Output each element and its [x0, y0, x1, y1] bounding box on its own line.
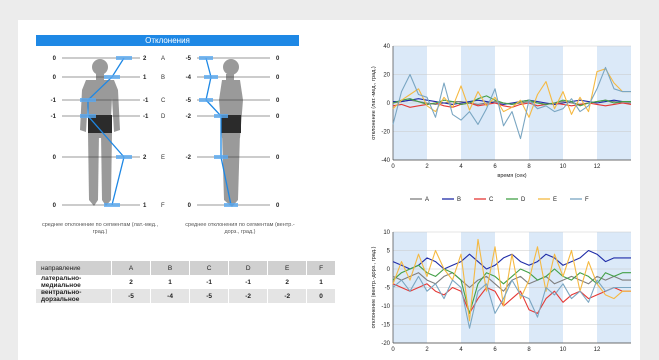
legend-label-B: B	[457, 197, 461, 203]
table-cell: -2	[267, 289, 308, 303]
table-cell: -5	[111, 289, 152, 303]
x-tick-label: 2	[425, 347, 429, 353]
x-axis-label: время (сек)	[497, 173, 526, 179]
x-tick-label: 4	[459, 347, 463, 353]
legend-label-E: E	[553, 197, 557, 203]
y-tick-label: -10	[381, 304, 390, 310]
lateral-deviation-chart: -40 -20 0 20 40 0 2 4 6 8 10 12 отклонение (лат.-мед…	[371, 44, 632, 179]
x-tick-label: 0	[391, 347, 395, 353]
table-cell: 1	[150, 275, 191, 289]
series-line-D	[392, 264, 631, 314]
panel-title: Отклонения	[36, 35, 299, 46]
table-cell: 2	[111, 275, 152, 289]
table-header-row: направление A B C D E F	[36, 261, 336, 275]
x-tick-label: 6	[493, 347, 497, 353]
y-tick-label: -40	[381, 158, 390, 164]
table-cell: -1	[228, 275, 269, 289]
x-tick-label: 8	[527, 164, 531, 170]
legend-label-A: A	[425, 197, 429, 203]
y-tick-label: 5	[387, 249, 391, 255]
y-tick-label: -15	[381, 323, 390, 329]
series-line-F	[392, 66, 631, 140]
series-line-B	[392, 249, 631, 270]
series-line-C	[392, 283, 631, 314]
x-tick-label: 4	[459, 164, 463, 170]
x-tick-label: 10	[560, 347, 567, 353]
y-axis-label: отклонение (вентр.-дорз., град.)	[371, 246, 377, 328]
table-cell: 1	[306, 275, 336, 289]
table-header-cell: E	[267, 261, 308, 275]
y-tick-label: -5	[385, 286, 391, 292]
x-tick-label: 10	[560, 164, 567, 170]
y-tick-label: 0	[387, 267, 391, 273]
table-row: латерально-медиальное 2 1 -1 -1 2 1	[36, 275, 336, 289]
ventral-deviation-chart: -20 -15 -10 -5 0 5 10 0 2 4 6 8 10 12 отклонение (вент…	[371, 230, 631, 353]
y-tick-label: -20	[381, 341, 390, 347]
x-tick-label: 12	[594, 164, 601, 170]
table-cell: -5	[189, 289, 230, 303]
y-tick-label: 10	[383, 230, 390, 236]
y-axis-label: отклонение (лат.-мед., град.)	[371, 66, 377, 140]
y-tick-label: 20	[383, 73, 390, 79]
x-tick-label: 2	[425, 164, 429, 170]
x-tick-label: 6	[493, 164, 497, 170]
series-line-D	[392, 95, 631, 107]
table-row: вентрально-дорзальное -5 -4 -5 -2 -2 0	[36, 289, 336, 303]
x-tick-label: 8	[527, 347, 531, 353]
chart-legend: A B C D E F	[410, 197, 589, 203]
table-header-cell: F	[306, 261, 336, 275]
table-header-cell: D	[228, 261, 269, 275]
x-tick-label: 0	[391, 164, 395, 170]
table-cell: -2	[228, 289, 269, 303]
caption-lateral: среднее отклонение по сегментам (лат.-ме…	[41, 222, 158, 235]
table-cell: 0	[306, 289, 336, 303]
legend-label-F: F	[585, 197, 589, 203]
series-line-F	[392, 275, 631, 329]
table-header-cell: C	[189, 261, 230, 275]
row-label: латерально-медиальное	[36, 275, 112, 289]
table-cell: -1	[189, 275, 230, 289]
x-tick-label: 12	[594, 347, 601, 353]
table-header-cell: A	[111, 261, 152, 275]
table-header-cell: B	[150, 261, 191, 275]
table-header-cell: направление	[36, 261, 112, 275]
legend-label-D: D	[521, 197, 526, 203]
y-tick-label: -20	[381, 130, 390, 136]
caption-ventral: среднее отклонения по сегментам (вентр.-…	[185, 222, 295, 235]
table-cell: -4	[150, 289, 191, 303]
table-cell: 2	[267, 275, 308, 289]
series-line-E	[392, 238, 631, 322]
row-label: вентрально-дорзальное	[36, 289, 112, 303]
y-tick-label: 0	[387, 101, 391, 107]
deviation-table: направление A B C D E F латерально-медиа…	[36, 261, 336, 303]
y-tick-label: 40	[383, 44, 390, 50]
legend-label-C: C	[489, 197, 494, 203]
